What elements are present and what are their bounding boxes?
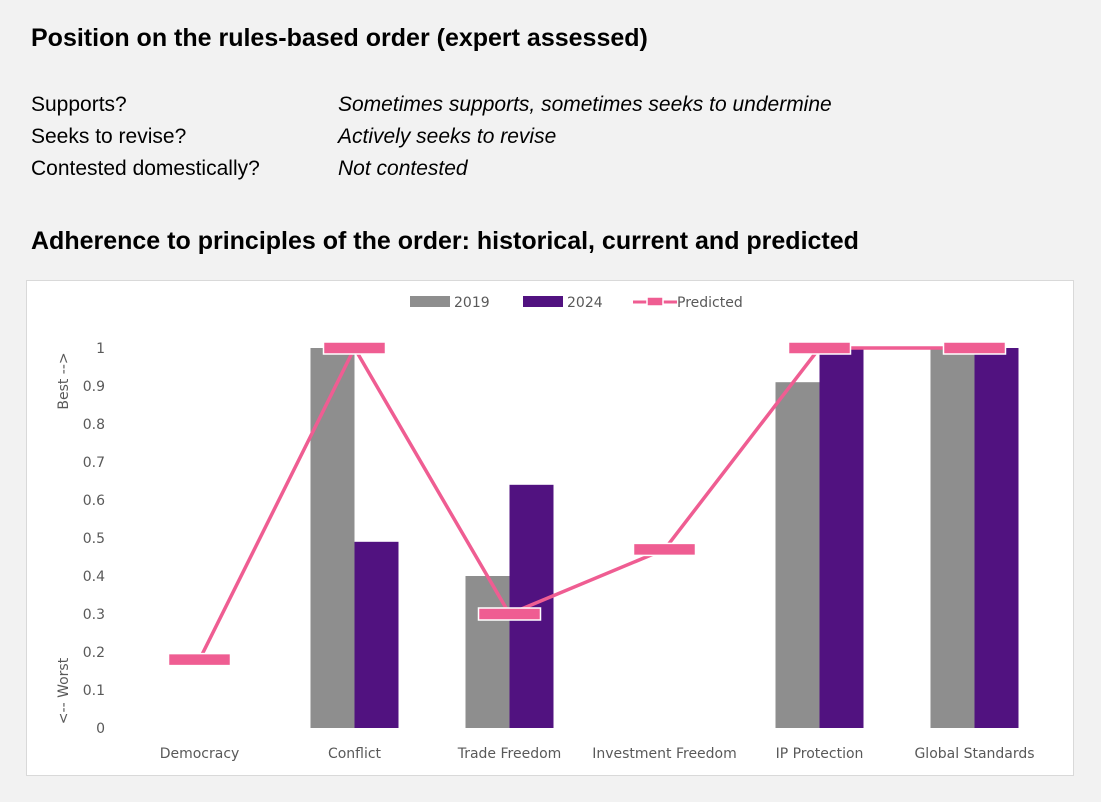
bar-2024-conflict	[354, 541, 399, 728]
x-tick-label: Investment Freedom	[592, 746, 737, 762]
x-tick-label: Conflict	[328, 746, 382, 762]
position-row-supports: Supports? Sometimes supports, sometimes …	[31, 93, 1031, 125]
y-tick-label: 1	[96, 341, 105, 357]
chart-container: 2019 2024 Predicted Best --> <-- Worst 0 0.…	[26, 280, 1074, 776]
contested-label: Contested domestically?	[31, 157, 260, 180]
x-tick-label: IP Protection	[776, 746, 864, 762]
y-axis: Best --> <-- Worst 0 0.1 0.2 0.3 0.4 0.5 0.6 0.…	[56, 341, 105, 737]
position-row-revise: Seeks to revise? Actively seeks to revis…	[31, 125, 1031, 157]
predicted-marker-democracy	[167, 652, 232, 667]
predicted-line	[167, 341, 1007, 667]
legend-swatch-2024	[523, 296, 563, 307]
y-axis-label-worst: <-- Worst	[56, 657, 72, 724]
y-tick-label: 0.6	[83, 493, 105, 509]
page-title: Position on the rules-based order (exper…	[31, 24, 648, 52]
y-axis-label-best: Best -->	[56, 352, 72, 409]
legend-label-Predicted: Predicted	[677, 295, 743, 311]
legend-swatch-2019	[410, 296, 450, 307]
legend-label-2019: 2019	[454, 295, 490, 311]
bar-2019-conflict	[310, 348, 355, 728]
supports-value: Sometimes supports, sometimes seeks to u…	[338, 93, 832, 116]
y-tick-label: 0.9	[83, 379, 105, 395]
bar-2024-global-standards	[974, 348, 1019, 728]
predicted-marker-global-standards	[942, 341, 1007, 355]
y-tick-label: 0.1	[83, 683, 105, 699]
bars	[310, 348, 1019, 728]
x-tick-label: Global Standards	[914, 746, 1034, 762]
bar-2019-global-standards	[930, 348, 975, 728]
predicted-marker-investment-freedom	[632, 542, 697, 557]
adherence-chart: 2019 2024 Predicted Best --> <-- Worst 0 0.…	[56, 295, 1035, 762]
x-tick-label: Democracy	[160, 746, 240, 762]
position-row-contested: Contested domestically? Not contested	[31, 157, 1031, 189]
contested-value: Not contested	[338, 157, 468, 180]
x-axis: Democracy Conflict Trade Freedom Investment…	[160, 746, 1035, 762]
y-tick-label: 0.3	[83, 607, 105, 623]
y-tick-label: 0.4	[83, 569, 105, 585]
x-tick-label: Trade Freedom	[457, 746, 562, 762]
y-tick-label: 0.2	[83, 645, 105, 661]
y-tick-label: 0.7	[83, 455, 105, 471]
legend-label-2024: 2024	[567, 295, 603, 311]
predicted-marker-ip-protection	[787, 341, 852, 355]
supports-label: Supports?	[31, 93, 127, 116]
legend: 2019 2024 Predicted	[410, 295, 743, 311]
chart-title: Adherence to principles of the order: hi…	[31, 227, 859, 255]
legend-marker-Predicted	[646, 296, 664, 307]
bar-2019-ip-protection	[775, 382, 820, 728]
revise-label: Seeks to revise?	[31, 125, 187, 148]
revise-value: Actively seeks to revise	[338, 125, 557, 148]
bar-2019-trade-freedom	[465, 576, 510, 728]
position-table: Supports? Sometimes supports, sometimes …	[31, 93, 1031, 189]
predicted-marker-trade-freedom	[477, 607, 542, 621]
predicted-marker-conflict	[322, 341, 387, 355]
y-tick-label: 0.5	[83, 531, 105, 547]
y-tick-label: 0	[96, 721, 105, 737]
bar-2024-ip-protection	[819, 348, 864, 728]
y-tick-label: 0.8	[83, 417, 105, 433]
